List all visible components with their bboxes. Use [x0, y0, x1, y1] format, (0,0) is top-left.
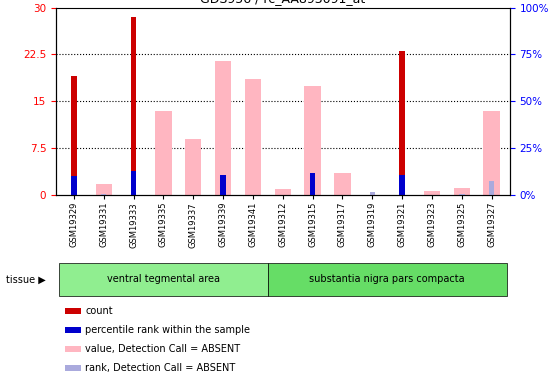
- Bar: [65, 346, 81, 352]
- Bar: [310, 173, 315, 195]
- Bar: [65, 327, 81, 333]
- Bar: [489, 181, 494, 195]
- Bar: [215, 61, 231, 195]
- Bar: [221, 176, 226, 195]
- Bar: [65, 364, 81, 370]
- Bar: [483, 111, 500, 195]
- Bar: [101, 194, 106, 195]
- Bar: [96, 184, 112, 195]
- Text: value, Detection Call = ABSENT: value, Detection Call = ABSENT: [86, 344, 241, 354]
- Bar: [399, 51, 405, 195]
- Text: percentile rank within the sample: percentile rank within the sample: [86, 325, 250, 335]
- Text: count: count: [86, 306, 113, 316]
- Bar: [305, 86, 321, 195]
- Bar: [71, 76, 77, 195]
- Bar: [370, 192, 375, 195]
- Bar: [274, 189, 291, 195]
- Bar: [65, 308, 81, 314]
- Bar: [71, 176, 77, 195]
- Bar: [454, 188, 470, 195]
- Bar: [268, 262, 507, 296]
- Bar: [155, 111, 171, 195]
- Bar: [334, 173, 351, 195]
- Bar: [185, 139, 202, 195]
- Bar: [399, 176, 405, 195]
- Bar: [459, 194, 465, 195]
- Title: GDS956 / rc_AA893091_at: GDS956 / rc_AA893091_at: [200, 0, 366, 5]
- Text: tissue ▶: tissue ▶: [6, 274, 45, 284]
- Text: substantia nigra pars compacta: substantia nigra pars compacta: [310, 274, 465, 284]
- Text: rank, Detection Call = ABSENT: rank, Detection Call = ABSENT: [86, 363, 236, 372]
- Text: ventral tegmental area: ventral tegmental area: [107, 274, 220, 284]
- Bar: [131, 17, 136, 195]
- Bar: [131, 171, 136, 195]
- Bar: [59, 262, 268, 296]
- Bar: [245, 80, 261, 195]
- Bar: [424, 191, 440, 195]
